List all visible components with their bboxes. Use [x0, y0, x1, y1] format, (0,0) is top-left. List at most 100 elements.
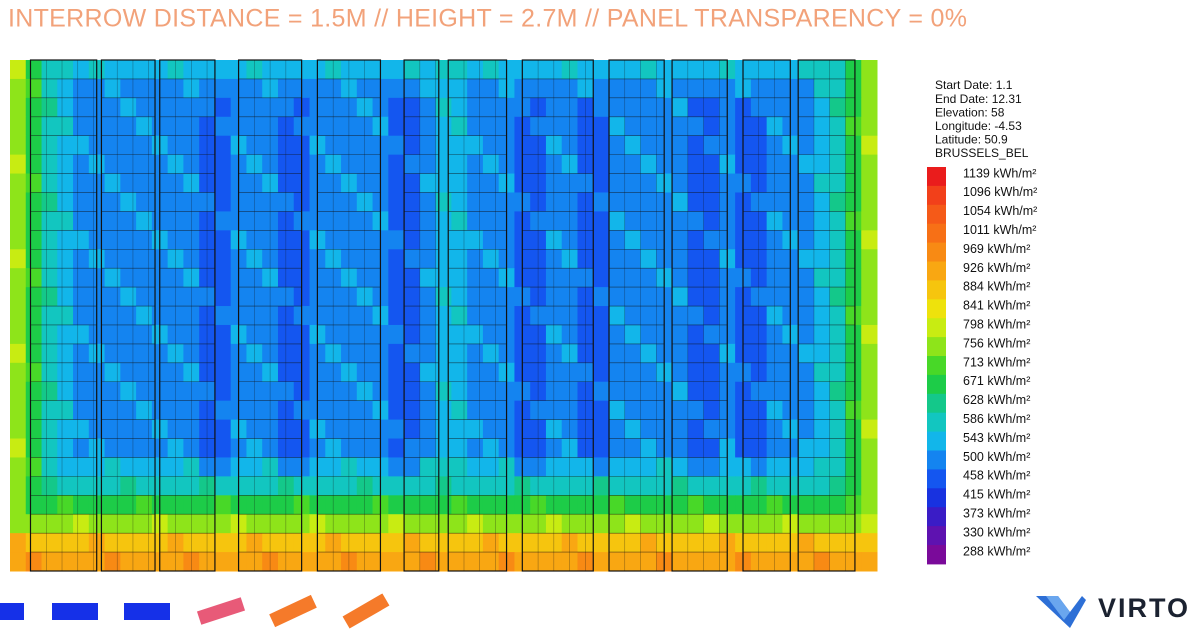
heat-cell	[624, 343, 642, 364]
heat-cell	[813, 343, 831, 364]
heat-cell	[672, 438, 689, 458]
heat-cell	[467, 419, 484, 440]
logo-mark	[1046, 596, 1070, 620]
panel-row	[521, 59, 594, 572]
heat-cell	[672, 476, 689, 496]
heat-cell	[703, 457, 720, 477]
heat-cell	[388, 173, 405, 193]
panel-row	[447, 59, 508, 572]
heat-cell	[73, 419, 90, 440]
heat-cell	[861, 268, 878, 288]
heat-cell	[214, 457, 232, 477]
heat-cell	[73, 154, 90, 175]
heat-cell	[482, 78, 500, 99]
legend-label: 373 kWh/m²	[963, 506, 1030, 520]
heat-cell	[120, 268, 137, 288]
heat-cell	[845, 60, 862, 80]
heat-cell	[435, 173, 452, 193]
legend-label: 543 kWh/m²	[963, 431, 1030, 445]
panel-row	[608, 59, 665, 572]
heat-cell	[687, 97, 705, 118]
heat-cell	[798, 268, 815, 288]
heat-cell	[845, 154, 862, 175]
heat-cell	[829, 268, 846, 288]
heat-cell	[687, 552, 705, 572]
heat-cell	[10, 457, 27, 477]
heat-cell	[687, 268, 705, 288]
heat-cell	[10, 476, 27, 496]
heat-cell	[214, 381, 232, 402]
heat-cell	[120, 230, 137, 250]
heat-cell	[561, 306, 578, 326]
heat-cell	[798, 400, 815, 421]
heat-cell	[419, 362, 437, 383]
heat-cell	[467, 400, 484, 421]
heat-cell	[467, 381, 484, 402]
heat-cell	[640, 552, 657, 572]
heat-cell	[214, 343, 232, 364]
heat-cell	[104, 552, 121, 572]
heat-cell	[703, 60, 720, 80]
heat-cell	[120, 287, 137, 307]
heat-cell	[10, 135, 27, 156]
heat-cell	[120, 419, 137, 440]
heat-cell	[404, 495, 421, 515]
heat-cell	[136, 97, 153, 118]
heat-cell	[120, 514, 137, 534]
heat-cell	[467, 97, 484, 118]
heat-cell	[57, 211, 74, 231]
legend-swatch	[927, 545, 946, 565]
heat-cell	[482, 116, 500, 137]
legend-swatch	[927, 280, 946, 300]
heat-cell	[687, 343, 705, 364]
heat-cell	[10, 381, 27, 402]
heat-cell	[624, 211, 642, 231]
heat-cell	[341, 306, 358, 326]
heat-cell	[214, 249, 232, 269]
legend-swatch	[927, 356, 946, 376]
legend-label: 1054 kWh/m²	[963, 204, 1037, 218]
heat-cell	[435, 419, 452, 440]
heat-cell	[451, 438, 468, 458]
heat-cell	[813, 78, 831, 99]
heat-cell	[451, 268, 468, 288]
heat-cell	[687, 514, 705, 534]
heat-cell	[73, 116, 90, 137]
heat-cell	[703, 419, 720, 440]
info-line: Longitude: -4.53	[935, 119, 1022, 133]
heat-cell	[798, 324, 815, 345]
heat-cell	[829, 343, 846, 364]
heat-cell	[640, 476, 657, 496]
heat-cell	[57, 268, 74, 288]
heat-cell	[845, 476, 862, 496]
heat-cell	[687, 60, 705, 80]
heat-cell	[561, 457, 578, 477]
heat-cell	[798, 192, 815, 212]
heat-cell	[388, 211, 405, 231]
heat-cell	[136, 249, 153, 269]
heat-cell	[57, 97, 74, 118]
heat-cell	[813, 249, 831, 269]
legend-swatch	[927, 412, 946, 433]
heat-cell	[609, 419, 626, 440]
heat-cell	[57, 287, 74, 307]
heat-cell	[41, 268, 58, 288]
heat-cell	[593, 552, 610, 572]
heat-cell	[25, 192, 43, 212]
heat-cell	[482, 60, 500, 80]
heat-cell	[435, 211, 452, 231]
heat-cell	[561, 78, 578, 99]
heat-cell	[861, 116, 878, 137]
heat-cell	[861, 400, 878, 421]
heat-cell	[73, 230, 90, 250]
heat-cell	[593, 97, 610, 118]
heat-cell	[73, 324, 90, 345]
heat-cell	[120, 438, 137, 458]
heat-cell	[829, 457, 846, 477]
heat-cell	[467, 60, 484, 80]
heat-cell	[341, 211, 358, 231]
heat-cell	[703, 268, 720, 288]
heat-cell	[419, 457, 437, 477]
heat-cell	[451, 116, 468, 137]
heat-cell	[25, 60, 43, 80]
